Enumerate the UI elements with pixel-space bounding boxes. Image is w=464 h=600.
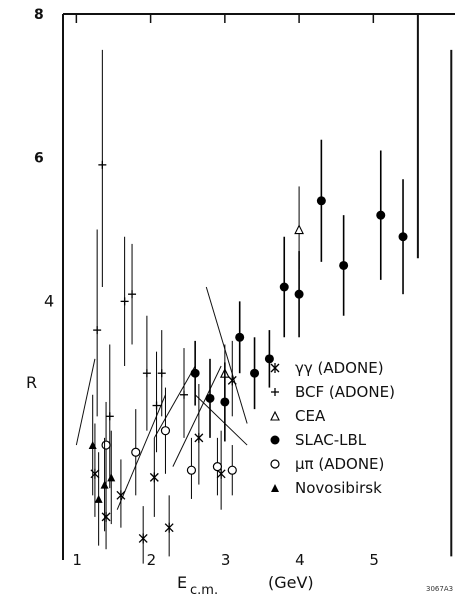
legend-label: CEA	[295, 407, 326, 425]
data-point	[100, 480, 109, 489]
data-point	[398, 232, 408, 242]
data-point	[160, 426, 171, 436]
legend-marker	[271, 484, 279, 492]
data-point	[101, 440, 111, 450]
data-point	[250, 368, 260, 378]
data-point	[164, 522, 174, 533]
legend-marker	[271, 388, 279, 396]
y-tick-label: 4	[44, 291, 54, 310]
data-point	[105, 412, 114, 421]
data-point	[120, 297, 129, 306]
data-point	[149, 472, 159, 483]
legend-marker	[270, 410, 280, 421]
data-point	[94, 494, 103, 503]
data-point	[220, 397, 230, 407]
x-axis-label-subscript: c.m.	[190, 583, 218, 598]
legend-marker	[270, 363, 280, 373]
series-0	[90, 340, 237, 564]
series-2	[219, 186, 304, 402]
band-segment	[194, 394, 248, 446]
legend-label: γγ (ADONE)	[295, 359, 384, 377]
data-point	[264, 354, 274, 364]
x-tick-label: 5	[369, 551, 379, 569]
data-point	[227, 465, 237, 475]
y-tick-labels: 8 6 4	[34, 7, 54, 310]
data-point	[227, 375, 237, 386]
data-point	[194, 432, 204, 443]
data-point	[93, 326, 102, 335]
data-point	[294, 289, 304, 299]
data-point	[376, 210, 386, 220]
data-point	[235, 332, 245, 342]
data-point	[131, 447, 141, 457]
data-point	[88, 441, 97, 450]
data-point	[138, 533, 148, 544]
x-tick-label: 4	[295, 551, 305, 569]
legend: γγ (ADONE) BCF (ADONE) CEA SLAC-LBL μπ (ADON…	[270, 359, 395, 497]
data-point	[101, 511, 111, 522]
legend-marker	[270, 459, 280, 469]
y-tick-label: 8	[34, 7, 44, 23]
series-3	[190, 139, 408, 442]
band-segment	[116, 394, 166, 510]
band-segment	[205, 286, 248, 424]
corner-code: 3067A3	[426, 585, 453, 593]
data-point	[216, 468, 226, 479]
upper-bound-bars	[416, 14, 453, 557]
data-point	[107, 473, 116, 482]
data-point	[142, 369, 151, 378]
data-point	[294, 224, 304, 235]
data-point	[212, 462, 223, 472]
data-point	[180, 390, 189, 399]
data-point	[152, 401, 161, 410]
x-tick-label: 2	[147, 551, 157, 569]
band-segment	[75, 358, 96, 446]
legend-label: BCF (ADONE)	[295, 383, 395, 401]
y-tick-label: 6	[34, 151, 44, 167]
data-point	[339, 260, 349, 270]
band-segments	[75, 286, 248, 510]
data-point	[157, 369, 166, 378]
y-axis-label: R	[26, 373, 37, 392]
data-point	[90, 468, 100, 479]
data-point	[116, 490, 126, 501]
data-point	[279, 282, 289, 292]
band-segment	[172, 365, 222, 467]
x-tick-labels: 1 2 3 4 5	[72, 551, 379, 569]
data-point	[205, 393, 215, 403]
legend-label: μπ (ADONE)	[295, 455, 384, 473]
x-axis-label-unit: (GeV)	[268, 573, 314, 592]
plot-frame	[62, 13, 455, 560]
data-point	[98, 160, 107, 169]
series-5	[88, 394, 116, 546]
legend-marker	[270, 435, 280, 445]
data-point	[128, 290, 137, 299]
series-1	[93, 49, 189, 489]
series-4	[101, 387, 237, 499]
x-tick-label: 3	[221, 551, 231, 569]
x-axis-label-main: E	[177, 573, 187, 592]
x-tick-label: 1	[72, 551, 82, 569]
band-segment	[153, 365, 196, 439]
data-point	[190, 368, 200, 378]
data-point	[186, 465, 197, 475]
data-series	[88, 49, 408, 564]
legend-label: SLAC-LBL	[295, 431, 367, 449]
data-point	[316, 196, 326, 206]
legend-label: Novosibirsk	[295, 479, 382, 497]
